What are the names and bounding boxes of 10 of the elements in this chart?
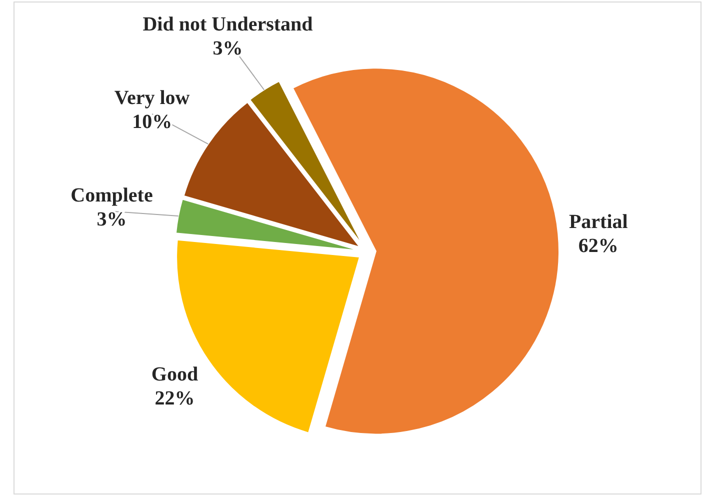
data-label: 3%	[96, 208, 127, 230]
slice-label: Complete	[70, 184, 153, 206]
data-label: 3%	[212, 38, 243, 60]
slice-label: Very low	[114, 86, 190, 109]
data-label: 62%	[578, 235, 618, 258]
slice-label: Did not Understand	[142, 14, 313, 36]
slice-label: Partial	[568, 211, 628, 234]
slice-label: Good	[151, 364, 198, 386]
data-label: 22%	[154, 388, 195, 410]
data-label: 10%	[132, 110, 172, 133]
